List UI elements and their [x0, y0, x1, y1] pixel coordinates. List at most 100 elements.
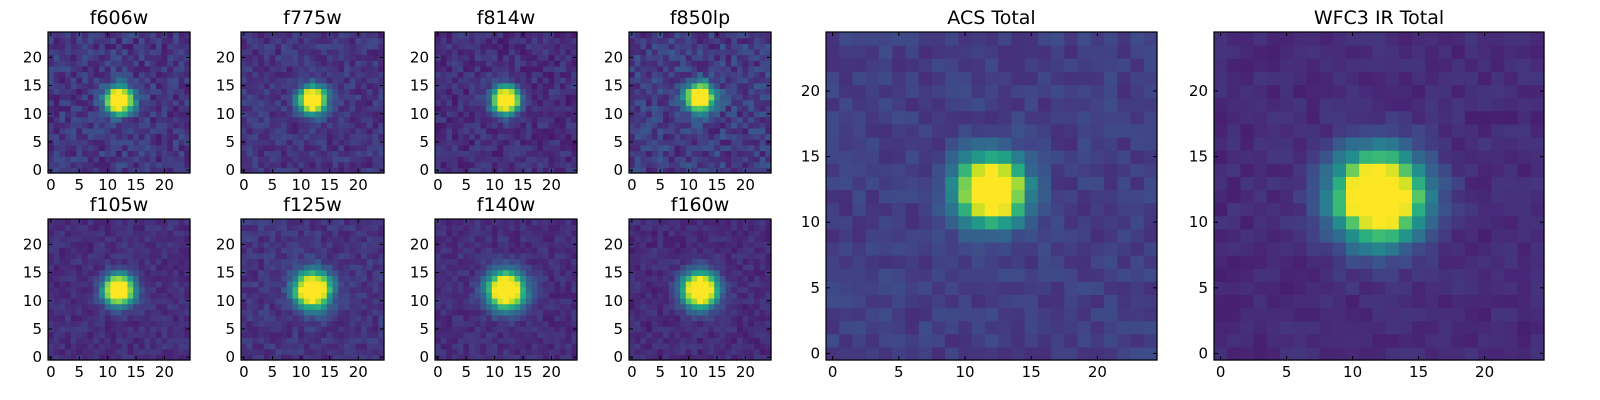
heatmap-cell: [663, 286, 670, 293]
heatmap-cell: [133, 43, 140, 50]
heatmap-cell: [172, 139, 180, 146]
heatmap-cell: [571, 281, 578, 288]
heatmap-cell: [480, 150, 487, 157]
heatmap-cell: [474, 122, 482, 129]
heatmap-cell: [719, 122, 727, 129]
heatmap-cell: [116, 286, 123, 293]
heatmap-cell: [446, 252, 453, 260]
heatmap-cell: [440, 54, 447, 61]
heatmap-cell: [719, 105, 727, 112]
heatmap-cell: [281, 269, 288, 276]
heatmap-cell: [531, 281, 538, 288]
heatmap-cell: [127, 354, 134, 361]
heatmap-cell: [725, 314, 732, 322]
heatmap-cell: [155, 133, 163, 140]
heatmap-cell: [525, 94, 533, 101]
heatmap-cell: [161, 122, 168, 129]
heatmap-cell: [554, 94, 561, 101]
heatmap-cell: [258, 99, 265, 106]
heatmap-cell: [252, 326, 259, 333]
heatmap-cell: [731, 65, 738, 73]
y-tick-label: 0: [225, 348, 235, 366]
heatmap-cell: [663, 303, 670, 310]
heatmap-cell: [508, 292, 516, 299]
heatmap-cell: [53, 122, 60, 129]
heatmap-cell: [355, 331, 362, 339]
heatmap-cell: [378, 99, 385, 106]
heatmap-cell: [554, 161, 561, 168]
heatmap-cell: [65, 99, 72, 106]
heatmap-cell: [87, 269, 95, 276]
heatmap-cell: [355, 348, 362, 355]
heatmap-cell: [497, 264, 504, 271]
heatmap-cell: [508, 275, 516, 282]
heatmap-cell: [668, 54, 676, 61]
heatmap-cell: [663, 116, 670, 123]
heatmap-cell: [258, 133, 265, 140]
heatmap-cell: [634, 292, 641, 299]
heatmap-cell: [127, 252, 134, 260]
heatmap-cell: [748, 354, 755, 361]
heatmap-cell: [463, 326, 470, 333]
heatmap-cell: [144, 314, 151, 322]
heatmap-cell: [571, 320, 578, 327]
heatmap-cell: [378, 224, 385, 231]
heatmap-cell: [469, 224, 476, 231]
heatmap-cell: [480, 275, 487, 282]
heatmap-cell: [646, 65, 653, 73]
heatmap-cell: [702, 167, 710, 174]
heatmap-cell: [480, 281, 487, 288]
heatmap-cell: [286, 167, 294, 174]
heatmap-cell: [378, 156, 385, 163]
heatmap-cell: [708, 292, 715, 299]
heatmap-cell: [93, 241, 100, 248]
heatmap-cell: [332, 60, 339, 67]
heatmap-cell: [361, 133, 368, 140]
heatmap-cell: [338, 286, 345, 293]
heatmap-cell: [736, 60, 744, 67]
heatmap-cell: [65, 297, 72, 305]
heatmap-cell: [457, 354, 464, 361]
heatmap-cell: [258, 348, 265, 355]
heatmap-cell: [178, 60, 185, 67]
heatmap-cell: [99, 156, 106, 163]
heatmap-cell: [121, 252, 129, 260]
heatmap-cell: [542, 258, 550, 265]
heatmap-cell: [275, 110, 282, 118]
heatmap-cell: [309, 144, 316, 152]
heatmap-cell: [121, 71, 129, 78]
heatmap-cell: [474, 110, 482, 118]
x-tick-label: 15: [126, 176, 145, 194]
heatmap-cell: [742, 297, 749, 305]
heatmap-cell: [440, 252, 447, 260]
heatmap-cell: [321, 105, 328, 112]
heatmap-cell: [663, 144, 670, 152]
heatmap-cell: [452, 48, 459, 56]
heatmap-cell: [731, 337, 738, 344]
heatmap-cell: [292, 54, 299, 61]
heatmap-cell: [338, 337, 345, 344]
heatmap-cell: [343, 354, 351, 361]
heatmap-cell: [571, 94, 578, 101]
heatmap-cell: [59, 258, 66, 265]
heatmap-cell: [70, 292, 77, 299]
heatmap-cell: [503, 139, 510, 146]
heatmap-cell: [76, 224, 83, 231]
heatmap-cell: [155, 99, 163, 106]
heatmap-cell: [82, 116, 89, 123]
heatmap-cell: [525, 77, 533, 84]
heatmap-cell: [542, 105, 550, 112]
heatmap-cell: [731, 139, 738, 146]
heatmap-cell: [714, 122, 721, 129]
heatmap-cell: [338, 88, 345, 95]
heatmap-cell: [742, 139, 749, 146]
heatmap-cell: [748, 54, 755, 61]
heatmap-cell: [184, 235, 191, 243]
heatmap-cell: [520, 224, 527, 231]
heatmap-cell: [480, 94, 487, 101]
heatmap-cell: [275, 292, 282, 299]
heatmap-cell: [65, 343, 72, 350]
heatmap-cell: [184, 43, 191, 50]
heatmap-cell: [674, 116, 681, 123]
heatmap-cell: [104, 82, 112, 89]
